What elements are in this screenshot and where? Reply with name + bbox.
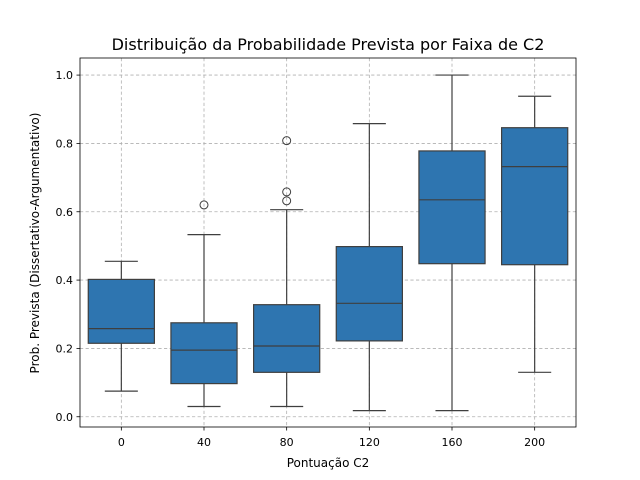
x-tick-label: 80 [280, 436, 294, 449]
box-iqr [501, 127, 569, 266]
plot-frame [79, 57, 577, 428]
x-tick-label: 200 [524, 436, 545, 449]
box-group-80 [253, 136, 321, 408]
chart-title: Distribuição da Probabilidade Prevista p… [112, 35, 545, 54]
y-tick-label: 1.0 [56, 69, 74, 82]
outlier-point [199, 200, 209, 210]
box-group-120 [335, 122, 403, 412]
x-tick-label: 120 [359, 436, 380, 449]
outlier-point [282, 136, 292, 146]
x-axis-label: Pontuação C2 [287, 456, 370, 470]
y-tick-label: 0.6 [56, 206, 74, 219]
y-tick-label: 0.0 [56, 411, 74, 424]
y-tick-label: 0.2 [56, 342, 74, 355]
y-tick-label: 0.8 [56, 137, 74, 150]
box-group-200 [501, 95, 569, 373]
box-group-0 [87, 260, 156, 392]
axes: 0.0 0.2 0.4 0.6 0.8 1.0 0 40 80 120 160 200 [56, 57, 577, 449]
grid [80, 58, 576, 427]
box-iqr [87, 278, 156, 344]
outlier-point [282, 187, 292, 197]
box-group-160 [418, 74, 486, 412]
box-group-40 [170, 200, 238, 408]
x-tick-label: 40 [197, 436, 211, 449]
x-tick-label: 160 [442, 436, 463, 449]
box-iqr [418, 150, 486, 265]
x-tick-label: 0 [118, 436, 125, 449]
y-tick-label: 0.4 [56, 274, 74, 287]
outlier-point [282, 196, 292, 206]
y-axis-label: Prob. Prevista (Dissertativo-Argumentati… [28, 113, 42, 374]
box-plots [87, 74, 569, 412]
box-iqr [253, 304, 321, 373]
box-iqr [335, 246, 403, 342]
box-iqr [170, 322, 238, 385]
